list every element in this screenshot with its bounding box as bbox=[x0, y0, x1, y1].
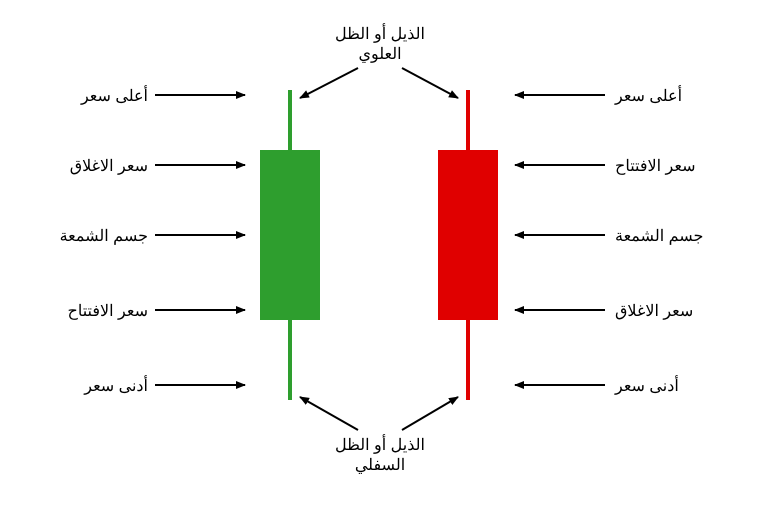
left-low-label: أدنى سعر bbox=[84, 376, 148, 396]
lower-shadow-line2: السفلي bbox=[300, 455, 460, 475]
upper-shadow-label: الذيل أو الظل العلوي bbox=[300, 24, 460, 64]
right-high-label: أعلى سعر bbox=[615, 86, 682, 106]
right-low-label: أدنى سعر bbox=[615, 376, 679, 396]
left-body-label: جسم الشمعة bbox=[60, 226, 148, 246]
upper-shadow-line1: الذيل أو الظل bbox=[300, 24, 460, 44]
left-close-label: سعر الاغلاق bbox=[70, 156, 148, 176]
right-open-label: سعر الافتتاح bbox=[615, 156, 695, 176]
left-high-label: أعلى سعر bbox=[81, 86, 148, 106]
red-body bbox=[438, 150, 498, 320]
lower-shadow-label: الذيل أو الظل السفلي bbox=[300, 435, 460, 475]
right-close-label: سعر الاغلاق bbox=[615, 301, 693, 321]
upper-shadow-line2: العلوي bbox=[300, 44, 460, 64]
right-body-label: جسم الشمعة bbox=[615, 226, 703, 246]
green-body bbox=[260, 150, 320, 320]
left-open-label: سعر الافتتاح bbox=[68, 301, 148, 321]
lower-shadow-line1: الذيل أو الظل bbox=[300, 435, 460, 455]
